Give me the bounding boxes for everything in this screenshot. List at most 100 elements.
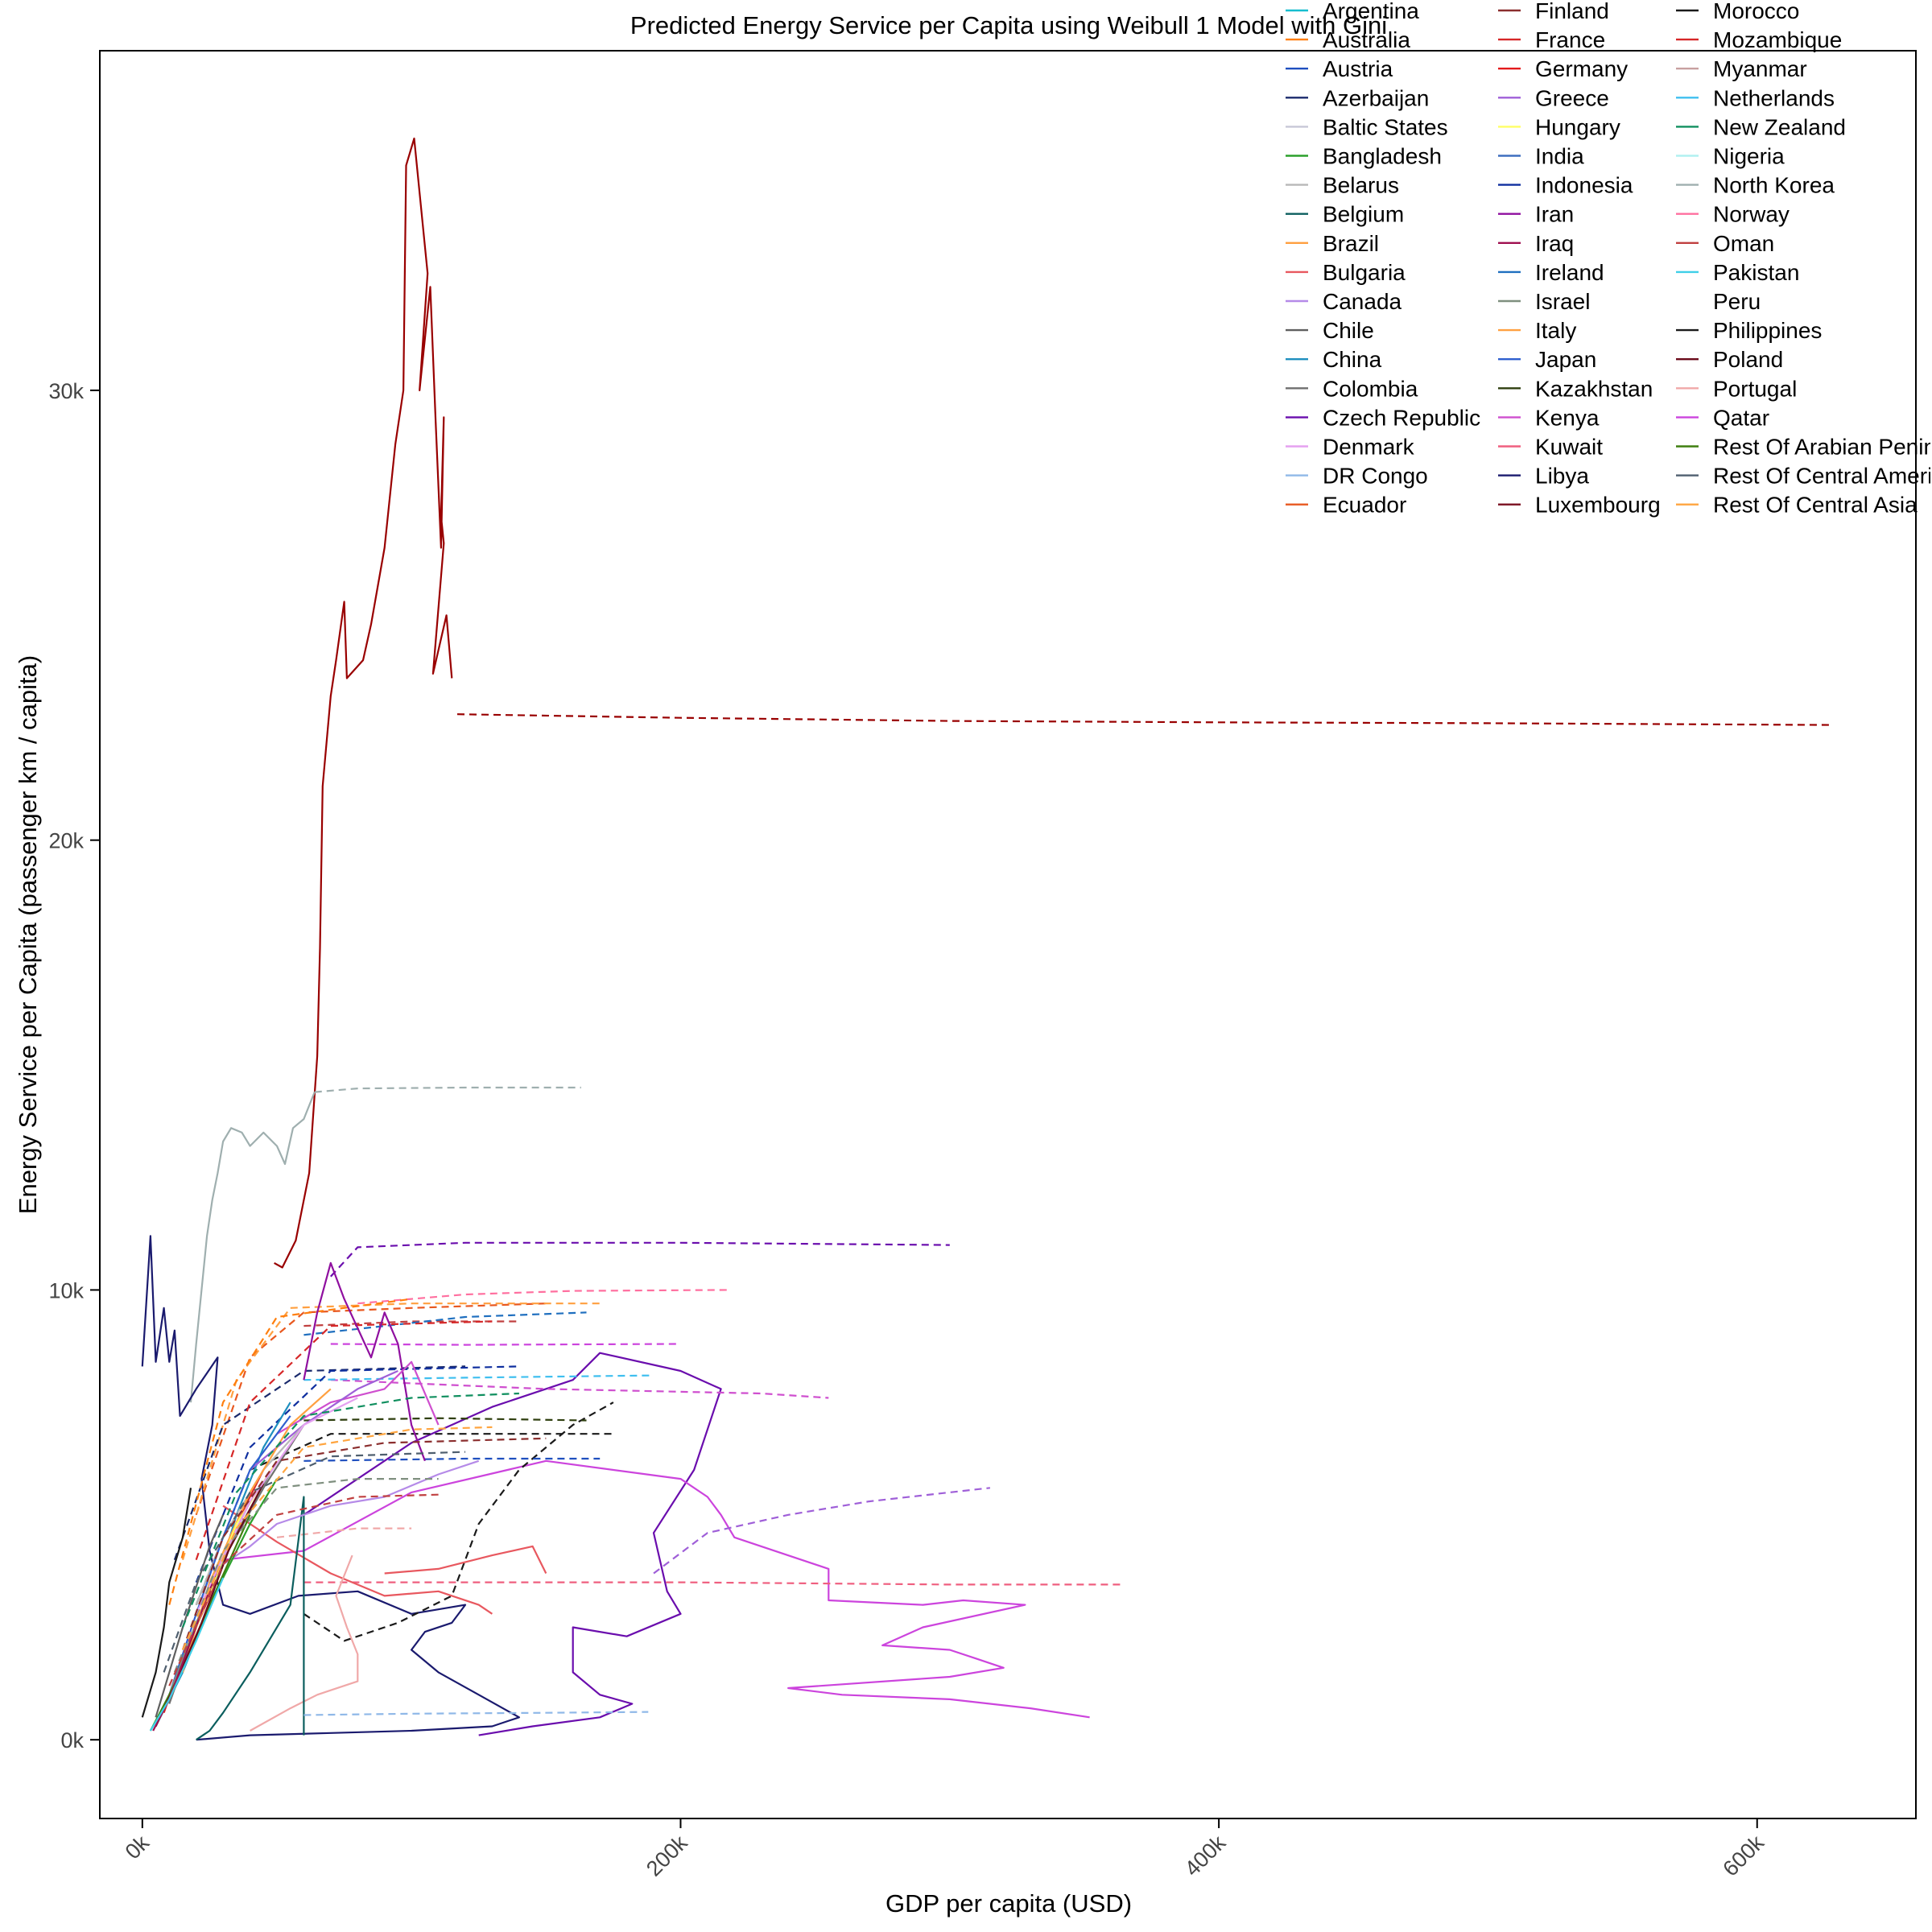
legend-label: Kazakhstan [1535, 376, 1653, 401]
legend-label: Ecuador [1323, 493, 1406, 518]
legend-item-argentina: Argentina [1286, 0, 1419, 23]
legend-label: Morocco [1713, 0, 1799, 23]
series-line-38-colombia [168, 1424, 305, 1704]
legend-item-qatar: Qatar [1676, 405, 1769, 430]
legend-item-rest-of-arabian-peninsula: Rest Of Arabian Peninsula [1676, 435, 1932, 460]
legend-item-baltic-states: Baltic States [1286, 114, 1448, 139]
legend-item-poland: Poland [1676, 347, 1783, 372]
legend-item-italy: Italy [1498, 318, 1576, 343]
legend-item-chile: Chile [1286, 318, 1374, 343]
legend-item-iraq: Iraq [1498, 231, 1574, 256]
legend-item-netherlands: Netherlands [1676, 85, 1835, 110]
series-line-18-norway [357, 1289, 729, 1305]
legend-label: Greece [1535, 85, 1609, 110]
series-line-35-morocco [141, 1488, 192, 1718]
series-line-14-portugal [250, 1554, 359, 1732]
legend-item-rest-of-central-america: Rest Of Central America [1676, 464, 1930, 489]
series-line-53-finland [181, 1437, 547, 1650]
series-line-9-greece [653, 1487, 991, 1575]
legend-label: Israel [1535, 289, 1590, 314]
legend-item-kuwait: Kuwait [1498, 435, 1603, 460]
legend-item-bulgaria: Bulgaria [1286, 260, 1406, 285]
legend-label: Kenya [1535, 405, 1600, 430]
series-line-5-czech-republic [303, 1352, 722, 1736]
legend-label: Australia [1323, 27, 1410, 52]
x-tick-label-0: 0k [121, 1831, 155, 1864]
legend-label: Rest Of Central Asia [1713, 493, 1918, 518]
legend-label: Libya [1535, 464, 1589, 489]
legend-label: Iraq [1535, 231, 1574, 256]
series-line-25-ecuador [195, 1302, 547, 1516]
legend-label: Nigeria [1713, 144, 1785, 169]
legend-label: Philippines [1713, 318, 1822, 343]
legend-item-rest-of-central-asia: Rest Of Central Asia [1676, 493, 1918, 518]
legend-label: Hungary [1535, 114, 1620, 139]
axis-layer: 0k 200k 400k 600k 0k 10k 20k 30k [48, 379, 1769, 1881]
y-tick-label-1: 10k [48, 1278, 84, 1302]
legend-item-azerbaijan: Azerbaijan [1286, 85, 1429, 110]
legend-item-bangladesh: Bangladesh [1286, 144, 1442, 169]
legend-item-china: China [1286, 347, 1382, 372]
series-line-11-kuwait [303, 1581, 1125, 1586]
series-line-40-kenya [276, 1360, 440, 1435]
legend-item-nigeria: Nigeria [1676, 144, 1785, 169]
series-layer [141, 137, 1833, 1741]
series-line-12-bulgaria [222, 1505, 493, 1615]
series-line-22-kazakhstan [303, 1417, 587, 1422]
legend-label: Germany [1535, 56, 1628, 81]
series-line-0-luxembourg [274, 137, 453, 1269]
series-line-23-austria [303, 1457, 601, 1462]
legend-item-norway: Norway [1676, 202, 1790, 227]
legend-label: India [1535, 144, 1584, 169]
legend-label: Netherlands [1713, 85, 1835, 110]
x-tick-label-3: 600k [1718, 1831, 1769, 1881]
legend-label: Poland [1713, 347, 1783, 372]
legend-item-hungary: Hungary [1498, 114, 1620, 139]
legend-label: France [1535, 27, 1605, 52]
legend-label: Azerbaijan [1323, 85, 1429, 110]
y-tick-label-3: 30k [48, 379, 84, 403]
legend-item-denmark: Denmark [1286, 435, 1415, 460]
legend-item-philippines: Philippines [1676, 318, 1822, 343]
legend-label: Ireland [1535, 260, 1604, 285]
legend-item-iran: Iran [1498, 202, 1574, 227]
series-line-7-qatar [222, 1459, 1090, 1719]
legend-item-oman: Oman [1676, 231, 1774, 256]
series-line-16-belgium [196, 1496, 305, 1741]
series-line-6-czech-republic [329, 1241, 950, 1278]
legend: Argentina Australia Austria Azerbaijan Balti… [1286, 0, 1932, 518]
legend-label: Bulgaria [1323, 260, 1406, 285]
x-tick-label-2: 400k [1180, 1831, 1231, 1881]
legend-label: Belarus [1323, 173, 1399, 198]
legend-label: Rest Of Arabian Peninsula [1713, 435, 1932, 460]
series-line-29-indonesia [195, 1365, 519, 1583]
series-line-57-rest-of-central-asia [181, 1426, 493, 1650]
legend-label: Czech Republic [1323, 405, 1480, 430]
legend-item-myanmar: Myanmar [1676, 56, 1807, 81]
series-line-4-libya [141, 1235, 520, 1741]
legend-item-portugal: Portugal [1676, 376, 1797, 401]
series-line-20-kenya [330, 1379, 829, 1399]
legend-label: Chile [1323, 318, 1374, 343]
legend-label: Portugal [1713, 376, 1797, 401]
legend-item-israel: Israel [1498, 289, 1590, 314]
legend-label: Myanmar [1713, 56, 1807, 81]
legend-label: Qatar [1713, 405, 1769, 430]
legend-item-ecuador: Ecuador [1286, 493, 1406, 518]
legend-label: Denmark [1323, 435, 1415, 460]
legend-label: Italy [1535, 318, 1576, 343]
legend-item-germany: Germany [1498, 56, 1628, 81]
legend-label: Colombia [1323, 376, 1418, 401]
legend-item-indonesia: Indonesia [1498, 173, 1633, 198]
legend-item-new-zealand: New Zealand [1676, 114, 1846, 139]
legend-label: Norway [1713, 202, 1790, 227]
legend-item-france: France [1498, 27, 1605, 52]
series-line-32-iran [303, 1261, 426, 1462]
legend-item-czech-republic: Czech Republic [1286, 405, 1480, 430]
legend-item-mozambique: Mozambique [1676, 27, 1842, 52]
legend-label: Peru [1713, 289, 1761, 314]
series-line-44-italy [181, 1388, 332, 1673]
series-line-34-chile [155, 1514, 225, 1718]
x-axis-label: GDP per capita (USD) [886, 1889, 1132, 1918]
y-tick-label-0: 0k [60, 1728, 84, 1752]
